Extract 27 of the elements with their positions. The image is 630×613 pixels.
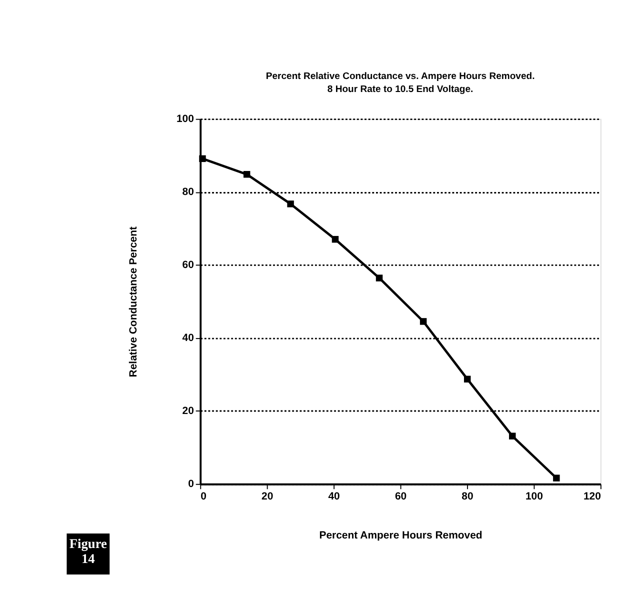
y-tick-label: 20 <box>182 406 194 418</box>
x-tick-label: 100 <box>525 492 544 503</box>
chart-subtitle: 8 Hour Rate to 10.5 End Voltage. <box>327 84 474 96</box>
x-tick-label: 120 <box>583 492 602 503</box>
point <box>376 274 383 282</box>
x-tick-label: 0 <box>200 492 207 503</box>
x-tick-label: 40 <box>328 492 340 503</box>
x-tick-label: 20 <box>262 492 274 503</box>
point <box>420 318 427 325</box>
y-tick-label: 100 <box>176 114 194 126</box>
point <box>553 474 560 482</box>
point <box>287 200 294 208</box>
x-axis-title: Percent Ampere Hours Removed <box>319 530 482 542</box>
point <box>199 155 206 162</box>
y-tick-label: 0 <box>188 479 194 490</box>
point <box>332 236 339 243</box>
point <box>243 170 250 178</box>
y-axis-title: Relative Conductance Percent <box>128 226 140 378</box>
y-tick-label: 40 <box>182 333 194 344</box>
y-tick-label: 60 <box>182 260 194 272</box>
chart-title: Percent Relative Conductance vs. Ampere Hours Removed. <box>266 70 535 82</box>
point <box>464 376 471 383</box>
caption: Figure 14 <box>69 536 107 566</box>
point <box>509 432 516 440</box>
x-tick-label: 80 <box>462 492 474 503</box>
x-tick-label: 60 <box>394 492 407 503</box>
y-tick-label: 80 <box>182 187 194 198</box>
